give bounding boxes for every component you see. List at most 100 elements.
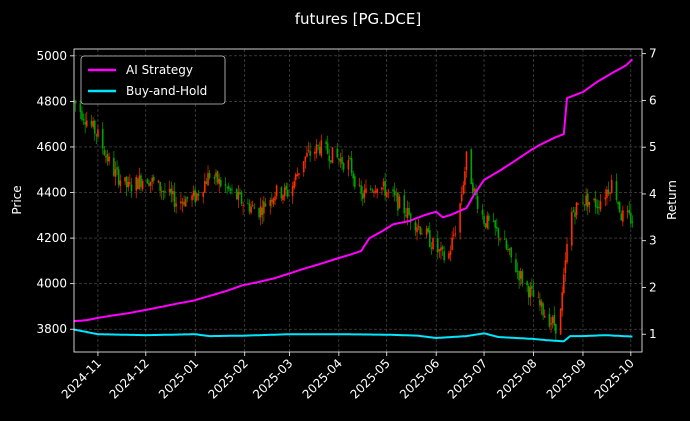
candle-body: [90, 120, 93, 126]
y-axis-left-label: Price: [10, 185, 24, 214]
candle-body: [374, 191, 377, 193]
candle-body: [175, 203, 177, 207]
candle-body: [231, 189, 233, 191]
candle-body: [114, 169, 117, 177]
candlesticks: [73, 99, 634, 342]
candle-body: [317, 145, 319, 147]
candle-body: [146, 179, 149, 184]
candle-body: [130, 184, 133, 192]
candle-body: [85, 120, 88, 127]
candle-body: [476, 196, 479, 209]
candle-body: [543, 315, 546, 318]
candle-body: [618, 202, 621, 212]
candle-body: [414, 221, 417, 231]
candle-body: [95, 134, 98, 136]
candle-body: [622, 210, 624, 222]
candle-body: [186, 196, 189, 199]
candle-body: [207, 173, 209, 186]
candle-body: [481, 210, 484, 215]
candle-body: [170, 188, 173, 195]
candle-body: [505, 240, 508, 249]
candle-body: [417, 225, 420, 228]
candle-body: [213, 176, 216, 179]
candle-body: [108, 156, 110, 162]
candle-body: [464, 171, 466, 186]
candle-body: [117, 169, 120, 185]
candle-body: [376, 188, 378, 194]
candle-body: [593, 198, 595, 201]
candle-body: [157, 180, 160, 183]
candle-body: [306, 152, 308, 157]
candle-body: [575, 202, 578, 216]
candle-body: [204, 181, 206, 193]
candle-body: [79, 103, 82, 112]
candle-body: [229, 188, 232, 191]
y-left-tick-label: 4200: [36, 231, 67, 245]
candle-body: [539, 299, 541, 306]
candle-body: [496, 226, 498, 229]
legend: AI Strategy Buy-and-Hold: [80, 55, 226, 105]
candle-body: [336, 148, 339, 158]
y-right-tick-label: 4: [649, 187, 657, 201]
candle-body: [594, 198, 597, 208]
candle-body: [572, 210, 575, 212]
candle-body: [561, 292, 564, 311]
candle-body: [224, 184, 227, 187]
candle-body: [405, 215, 407, 217]
candle-body: [499, 239, 501, 240]
candle-body: [363, 190, 366, 198]
candle-body: [285, 185, 288, 190]
candle-body: [342, 163, 345, 170]
y-right-tick-label: 5: [649, 140, 657, 154]
candle-body: [239, 192, 241, 195]
candle-body: [106, 153, 109, 162]
candle-body: [586, 193, 589, 208]
candle-body: [331, 147, 334, 163]
candle-body: [555, 323, 557, 334]
candle-body: [151, 177, 153, 182]
y-right-tick-label: 2: [649, 280, 657, 294]
candle-body: [296, 174, 299, 177]
candle-body: [369, 188, 372, 190]
candle-body: [325, 141, 327, 144]
candle-body: [564, 260, 567, 273]
candle-body: [172, 191, 174, 195]
candle-body: [519, 271, 522, 279]
candle-body: [235, 188, 238, 200]
candle-body: [119, 180, 122, 186]
candle-body: [250, 206, 252, 213]
candle-body: [361, 193, 364, 199]
candle-body: [419, 226, 422, 235]
candle-body: [529, 287, 532, 298]
candle-body: [373, 191, 375, 194]
candle-body: [350, 158, 353, 174]
candle-body: [127, 182, 130, 188]
candle-body: [302, 161, 305, 173]
candle-body: [395, 194, 398, 196]
candle-body: [113, 157, 115, 176]
y-left-tick-label: 4600: [36, 140, 67, 154]
candle-body: [473, 188, 476, 192]
candle-body: [451, 237, 453, 250]
candle-body: [173, 191, 176, 208]
candle-body: [559, 308, 562, 335]
candle-body: [318, 146, 321, 154]
y-left-tick-label: 4800: [36, 94, 67, 108]
candle-body: [304, 156, 307, 162]
candle-body: [291, 186, 294, 196]
candle-body: [180, 201, 182, 204]
candle-body: [515, 259, 517, 272]
candle-body: [181, 202, 184, 204]
candle-body: [599, 201, 602, 210]
candle-body: [526, 281, 528, 286]
candle-body: [610, 180, 613, 194]
legend-label-ai-strategy: AI Strategy: [126, 63, 193, 77]
y-left-tick-label: 5000: [36, 49, 67, 63]
candle-body: [421, 233, 423, 235]
y-right-tick-label: 1: [649, 327, 657, 341]
candle-body: [82, 118, 85, 121]
candle-body: [537, 297, 540, 299]
candle-body: [381, 187, 383, 190]
candle-body: [365, 188, 367, 193]
